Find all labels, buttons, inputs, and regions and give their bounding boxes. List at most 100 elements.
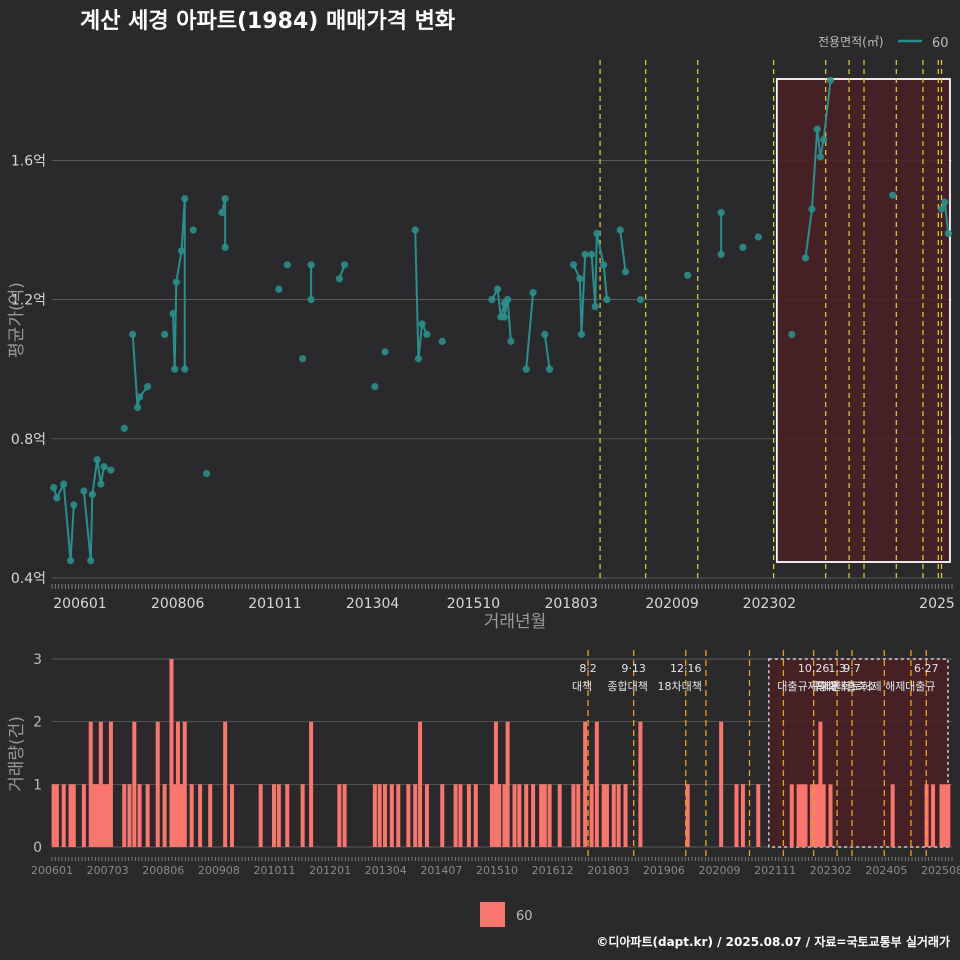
policy-date-label: 9·13 (621, 662, 646, 675)
price-point (423, 330, 431, 338)
volume-bar (81, 784, 86, 847)
volume-bar (382, 784, 387, 847)
price-point (411, 226, 419, 234)
y-tick-label: 1.2억 (11, 293, 46, 309)
x-tick-label: 200601 (31, 864, 73, 877)
price-line-segment (543, 334, 551, 370)
volume-bar (162, 784, 167, 847)
x-tick-label: 201906 (643, 864, 685, 877)
policy-date-label: 12·16 (670, 662, 702, 675)
volume-panel: 0 1 2 3 8·2 대책 9·13 종합대책 12·16 18차대책 10.26 대출규제강화 1.… (31, 650, 960, 877)
price-point (414, 355, 423, 363)
price-point (371, 383, 379, 391)
price-line-segment (175, 250, 183, 283)
volume-bar (542, 784, 547, 847)
price-line-segment (816, 128, 822, 158)
price-point (493, 285, 502, 293)
volume-bar (337, 784, 342, 847)
volume-bar (105, 784, 110, 847)
x-tick-label: 202508 (921, 864, 960, 877)
volume-bar (604, 784, 609, 847)
price-point (944, 229, 952, 238)
price-line-segment (89, 494, 94, 561)
volume-bar (182, 721, 187, 847)
policy-date-label: 8·2 (579, 662, 597, 675)
price-point (307, 261, 315, 269)
volume-bar (799, 784, 804, 847)
policy-name-label: 특례대출축소 (816, 680, 877, 693)
price-point (144, 383, 152, 391)
price-point (616, 226, 624, 234)
price-point (120, 424, 128, 432)
price-point (889, 191, 897, 199)
volume-bar (155, 721, 160, 847)
x-tick-label: 201803 (544, 596, 597, 612)
price-point (171, 365, 179, 373)
volume-bar (377, 784, 382, 847)
volume-bar (71, 784, 76, 847)
price-line-segment (595, 233, 605, 266)
price-line-segment (496, 289, 502, 318)
price-point (529, 289, 537, 297)
price-point (218, 209, 226, 217)
volume-bar (424, 784, 429, 847)
volume-bar (818, 721, 823, 847)
price-line-segment (62, 483, 72, 561)
price-point (87, 557, 95, 565)
volume-bar (502, 784, 507, 847)
volume-bar (88, 721, 93, 847)
volume-bar (466, 784, 471, 847)
price-panel: 0.4억 0.8억 1.2억 1.6억 200601 200806 201011 201304… (11, 60, 955, 612)
price-line-segment (96, 459, 102, 485)
y-tick-label: 2 (33, 715, 42, 731)
price-point (593, 229, 601, 238)
price-point (808, 205, 816, 213)
price-point (541, 330, 549, 338)
x-tick-label: 2025 (919, 596, 955, 612)
policy-name-label: 종합대책 (607, 680, 647, 693)
volume-bar (98, 721, 103, 847)
legend-bar-swatch (480, 902, 505, 927)
price-point (135, 393, 144, 401)
x-tick-label: 202009 (699, 864, 741, 877)
policy-date-label: 9·7 (843, 662, 861, 675)
volume-bar (796, 784, 801, 847)
x-tick-label: 200601 (53, 596, 106, 612)
volume-bar (271, 784, 276, 847)
volume-bar (208, 784, 213, 847)
price-point (53, 494, 61, 502)
price-point (50, 483, 58, 492)
volume-bar (571, 784, 576, 847)
x-tick-label: 201304 (365, 864, 407, 877)
volume-bar (389, 784, 394, 847)
price-line-segment (804, 208, 813, 258)
volume-bar (611, 784, 616, 847)
volume-bar (406, 784, 411, 847)
x-tick-label: 202302 (743, 596, 796, 612)
volume-bar (493, 721, 498, 847)
volume-bar (413, 784, 418, 847)
price-point (80, 487, 88, 495)
price-line-segment (69, 504, 75, 561)
volume-bar (137, 784, 142, 847)
price-point (507, 337, 515, 345)
volume-bar (473, 784, 478, 847)
volume-bar (685, 784, 690, 847)
price-point (221, 195, 229, 203)
x-tick-label: 201803 (587, 864, 629, 877)
policy-name-label: 대책 (572, 680, 592, 693)
volume-bar (594, 721, 599, 847)
policy-date-label: 10.26 (798, 662, 830, 675)
volume-bar (623, 784, 628, 847)
volume-bar (813, 784, 818, 847)
volume-bar (276, 784, 281, 847)
volume-bar (517, 784, 522, 847)
x-tick-label: 201201 (309, 864, 351, 877)
price-line-segment (580, 254, 587, 335)
y-tick-label: 0.8억 (11, 432, 46, 448)
price-point (591, 302, 599, 311)
x-tick-label: 201011 (248, 596, 301, 612)
price-line-segment (417, 323, 424, 359)
volume-bar (258, 784, 263, 847)
x-tick-label: 201510 (447, 596, 500, 612)
